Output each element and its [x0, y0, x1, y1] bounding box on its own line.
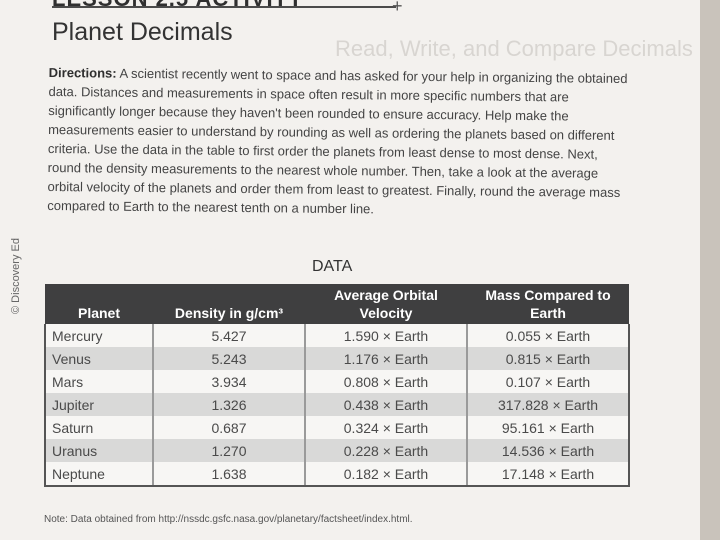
header-mass: Mass Compared to Earth	[467, 284, 629, 324]
cell-density: 5.427	[152, 324, 305, 347]
cell-mass: 14.536 × Earth	[466, 439, 630, 462]
cell-density: 0.687	[152, 416, 305, 439]
cell-density: 1.270	[152, 439, 305, 462]
cell-density: 5.243	[152, 347, 305, 370]
cell-planet: Neptune	[44, 462, 153, 487]
cell-velocity: 0.808 × Earth	[304, 370, 467, 393]
cell-planet: Saturn	[44, 416, 153, 439]
lesson-heading: LESSON 2.5 ACTIVITY	[52, 0, 304, 12]
source-note: Note: Data obtained from http://nssdc.gs…	[44, 514, 413, 525]
header-velocity: Average Orbital Velocity	[305, 284, 467, 324]
table-row: Neptune 1.638 0.182 × Earth 17.148 × Earth	[44, 462, 630, 487]
worksheet-page: © Discovery Ed LESSON 2.5 ACTIVITY + Rea…	[0, 0, 700, 540]
cell-velocity: 1.590 × Earth	[304, 324, 467, 347]
cell-mass: 17.148 × Earth	[466, 462, 630, 487]
bleed-through-text: Read, Write, and Compare Decimals	[335, 36, 693, 61]
cell-mass: 0.815 × Earth	[466, 347, 630, 370]
table-row: Jupiter 1.326 0.438 × Earth 317.828 × Earth	[44, 393, 630, 416]
table-caption: DATA	[312, 258, 353, 275]
cell-velocity: 0.324 × Earth	[304, 416, 467, 439]
directions-text: A scientist recently went to space and h…	[47, 65, 628, 217]
cell-velocity: 0.438 × Earth	[304, 393, 467, 416]
cell-mass: 0.107 × Earth	[466, 370, 630, 393]
header-density: Density in g/cm³	[153, 284, 305, 324]
table-row: Mars 3.934 0.808 × Earth 0.107 × Earth	[44, 370, 630, 393]
header-planet: Planet	[45, 284, 153, 324]
header-plus-mark: +	[392, 0, 403, 16]
page-title: Planet Decimals	[52, 18, 233, 46]
cell-planet: Mercury	[44, 324, 153, 347]
table-header-row: Planet Density in g/cm³ Average Orbital …	[45, 284, 629, 324]
margin-copyright: © Discovery Ed	[9, 238, 22, 314]
cell-mass: 0.055 × Earth	[466, 324, 630, 347]
cell-planet: Venus	[44, 347, 153, 370]
cell-planet: Mars	[44, 370, 153, 393]
table-row: Saturn 0.687 0.324 × Earth 95.161 × Earth	[44, 416, 630, 439]
cell-density: 3.934	[152, 370, 305, 393]
table-body: Mercury 5.427 1.590 × Earth 0.055 × Earth Ve…	[44, 324, 630, 487]
cell-velocity: 1.176 × Earth	[304, 347, 467, 370]
cell-velocity: 0.182 × Earth	[304, 462, 467, 487]
cell-velocity: 0.228 × Earth	[304, 439, 467, 462]
cell-mass: 317.828 × Earth	[466, 393, 630, 416]
planet-data-table: Planet Density in g/cm³ Average Orbital …	[44, 284, 630, 487]
page-edge	[700, 0, 720, 540]
table-row: Venus 5.243 1.176 × Earth 0.815 × Earth	[44, 347, 630, 370]
directions-paragraph: Directions: A scientist recently went to…	[47, 63, 629, 221]
header-rule	[52, 6, 396, 8]
cell-planet: Jupiter	[44, 393, 153, 416]
table-row: Uranus 1.270 0.228 × Earth 14.536 × Earth	[44, 439, 630, 462]
cell-planet: Uranus	[44, 439, 153, 462]
directions-label: Directions:	[48, 64, 117, 81]
cell-density: 1.326	[152, 393, 305, 416]
cell-mass: 95.161 × Earth	[466, 416, 630, 439]
table-row: Mercury 5.427 1.590 × Earth 0.055 × Earth	[44, 324, 630, 347]
cell-density: 1.638	[152, 462, 305, 487]
